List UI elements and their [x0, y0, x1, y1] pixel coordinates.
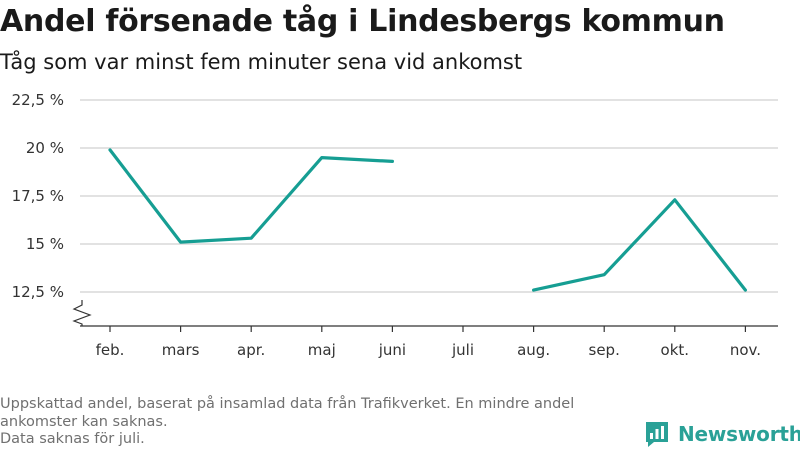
y-tick-label: 15 %	[26, 235, 64, 253]
x-tick-label: juni	[378, 341, 406, 359]
series-line-segment	[531, 198, 748, 292]
footer-line-1: Uppskattad andel, baserat på insamlad da…	[0, 396, 575, 412]
x-axis	[72, 300, 778, 327]
series-lines	[108, 148, 748, 292]
x-tick-label: nov.	[730, 341, 761, 359]
y-tick-label: 22,5 %	[12, 91, 64, 109]
y-axis-ticks: 12,5 % 15 % 17,5 % 20 % 22,5 %	[12, 91, 64, 301]
newsworthy-logo-icon	[646, 422, 668, 447]
series-line-segment	[108, 148, 394, 244]
y-axis-break-icon	[72, 300, 92, 326]
x-tick-label: mars	[162, 341, 200, 359]
x-tick-label: juli	[451, 341, 474, 359]
x-tick-label: feb.	[96, 341, 125, 359]
y-tick-label: 20 %	[26, 139, 64, 157]
brand-name: Newsworthy	[678, 422, 800, 446]
footer-line-2: ankomster kan saknas.	[0, 413, 168, 430]
y-tick-label: 12,5 %	[12, 283, 64, 301]
x-tick-label: sep.	[589, 341, 620, 359]
footer-line-3: Data saknas för juli.	[0, 431, 145, 447]
y-tick-label: 17,5 %	[12, 187, 64, 205]
brand-logo: Newsworthy	[644, 420, 800, 448]
x-tick-label: maj	[308, 341, 336, 359]
grid-lines	[80, 99, 778, 293]
chart-title: Andel försenade tåg i Lindesbergs kommun	[0, 4, 725, 39]
x-tick-label: okt.	[661, 341, 690, 359]
x-axis-ticks: feb. mars apr. maj juni juli aug. sep. okt. nov.	[96, 326, 761, 359]
line-chart: 12,5 % 15 % 17,5 % 20 % 22,5 % feb. mars apr. m…	[12, 91, 778, 359]
footer-note: Uppskattad andel, baserat på insamlad da…	[0, 396, 640, 449]
chart-subtitle: Tåg som var minst fem minuter sena vid a…	[0, 50, 523, 74]
x-tick-label: aug.	[517, 341, 550, 359]
x-tick-label: apr.	[237, 341, 265, 359]
